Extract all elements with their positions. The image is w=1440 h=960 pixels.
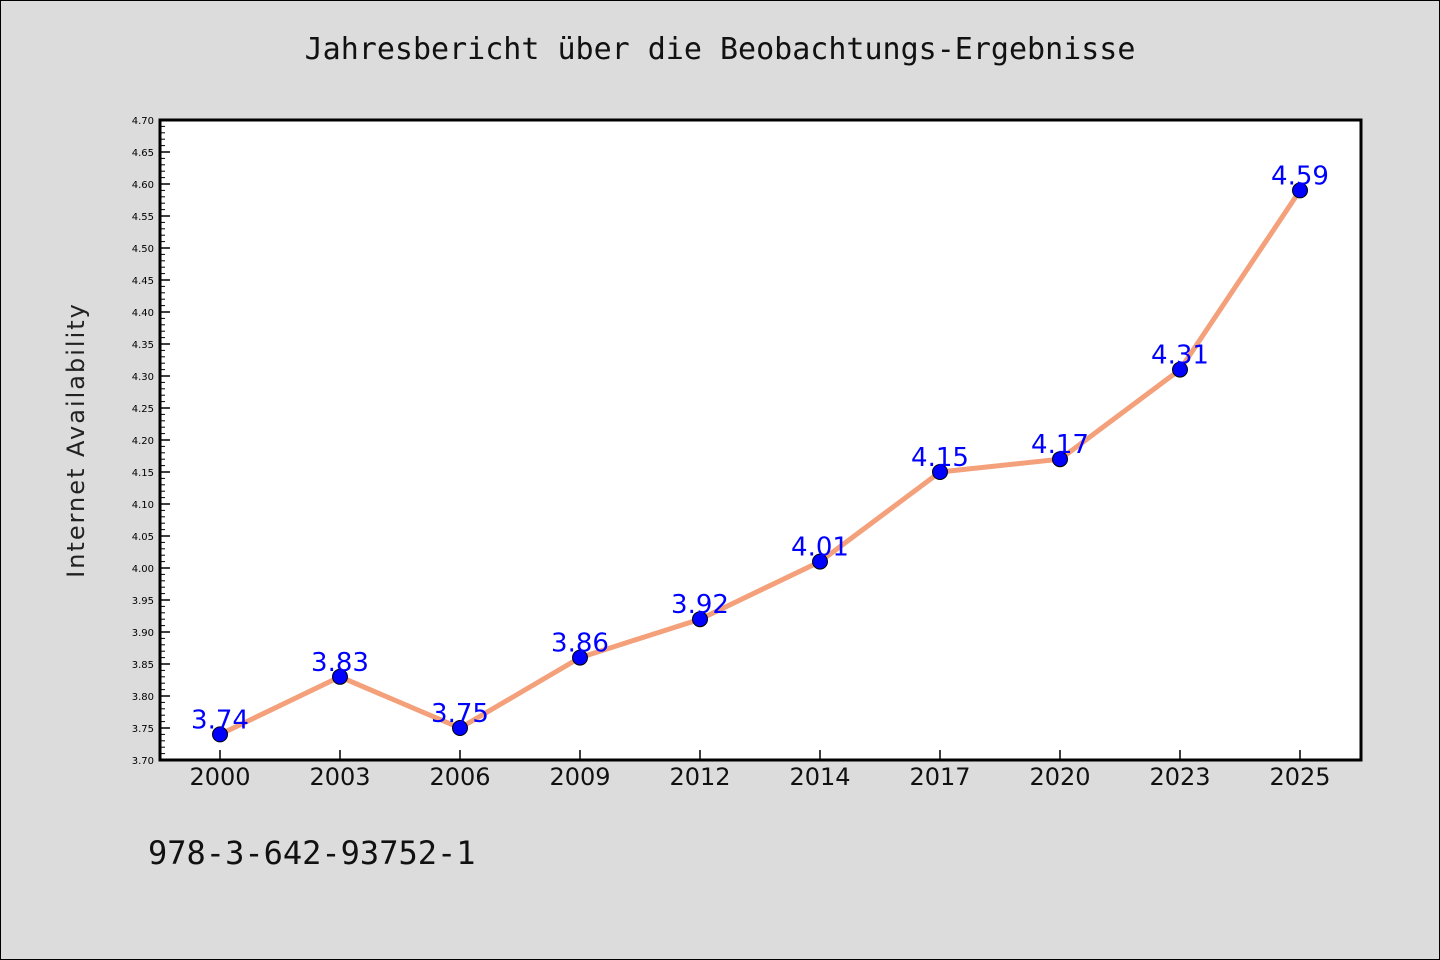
x-tick-label: 2023 xyxy=(1149,763,1210,791)
y-tick-label: 4.25 xyxy=(132,404,154,415)
y-tick-label: 4.35 xyxy=(132,340,154,351)
data-label: 4.59 xyxy=(1271,161,1329,191)
data-point xyxy=(932,464,948,480)
data-label: 4.31 xyxy=(1151,341,1209,371)
y-tick-label: 3.85 xyxy=(132,660,154,671)
data-point xyxy=(692,611,708,628)
y-tick-label: 3.70 xyxy=(132,756,154,767)
y-tick-label: 4.40 xyxy=(132,308,154,319)
series-line xyxy=(217,187,1303,737)
y-tick-label: 4.60 xyxy=(132,180,154,191)
y-tick-label: 4.45 xyxy=(132,276,154,287)
data-labels: 3.74 3.83 3.75 3.86 3.92 4.01 4.15 4.17 4.31 4.59 xyxy=(191,161,1329,735)
y-tick-label: 4.20 xyxy=(132,436,154,447)
data-label: 4.15 xyxy=(911,443,969,473)
data-point xyxy=(452,720,468,736)
x-tick-label: 2025 xyxy=(1269,763,1330,791)
x-tick-label: 2012 xyxy=(669,763,730,791)
y-tick-label: 4.30 xyxy=(132,372,154,383)
data-point xyxy=(812,553,828,570)
series-group xyxy=(212,182,1308,743)
isbn-text: 978-3-642-93752-1 xyxy=(148,834,476,872)
data-label: 3.75 xyxy=(431,699,489,729)
plot-area xyxy=(158,118,1363,762)
data-label: 3.74 xyxy=(191,705,249,735)
data-point xyxy=(332,668,348,685)
y-tick-label: 4.70 xyxy=(132,116,154,127)
data-label: 4.17 xyxy=(1031,430,1089,460)
data-point xyxy=(1052,451,1068,468)
y-tick-label: 4.50 xyxy=(132,244,154,255)
data-point xyxy=(572,649,588,666)
data-point xyxy=(1172,361,1188,378)
x-tick-label: 2020 xyxy=(1029,763,1090,791)
data-label: 4.01 xyxy=(791,533,849,563)
y-tick-label: 3.80 xyxy=(132,692,154,703)
x-tick-label: 2017 xyxy=(909,763,970,791)
data-label: 3.83 xyxy=(311,648,369,678)
data-label: 3.92 xyxy=(671,590,729,620)
x-tick-label: 2000 xyxy=(189,763,250,791)
data-label: 3.86 xyxy=(551,629,609,659)
y-tick-label: 3.90 xyxy=(132,628,154,639)
y-tick-label: 3.75 xyxy=(132,724,154,735)
y-tick-label: 4.65 xyxy=(132,148,154,159)
y-axis-ticks: 3.70 3.75 3.80 3.85 3.90 3.95 4.00 4.05 4.10 4.15… xyxy=(132,116,170,767)
y-tick-label: 3.95 xyxy=(132,596,154,607)
chart-title: Jahresbericht über die Beobachtungs-Erge… xyxy=(304,32,1136,67)
data-point xyxy=(1292,182,1308,199)
data-point xyxy=(212,726,228,743)
x-tick-label: 2006 xyxy=(429,763,490,791)
x-tick-label: 2003 xyxy=(309,763,370,791)
y-tick-label: 4.15 xyxy=(132,468,154,479)
y-tick-label: 4.55 xyxy=(132,212,154,223)
y-tick-label: 4.00 xyxy=(132,564,154,575)
x-tick-label: 2009 xyxy=(549,763,610,791)
y-tick-label: 4.05 xyxy=(132,532,154,543)
x-tick-label: 2014 xyxy=(789,763,850,791)
x-axis-ticks: 2000 2003 2006 2009 2012 2014 2017 2020 2023 2025 xyxy=(189,750,1331,791)
y-tick-label: 4.10 xyxy=(132,500,154,511)
